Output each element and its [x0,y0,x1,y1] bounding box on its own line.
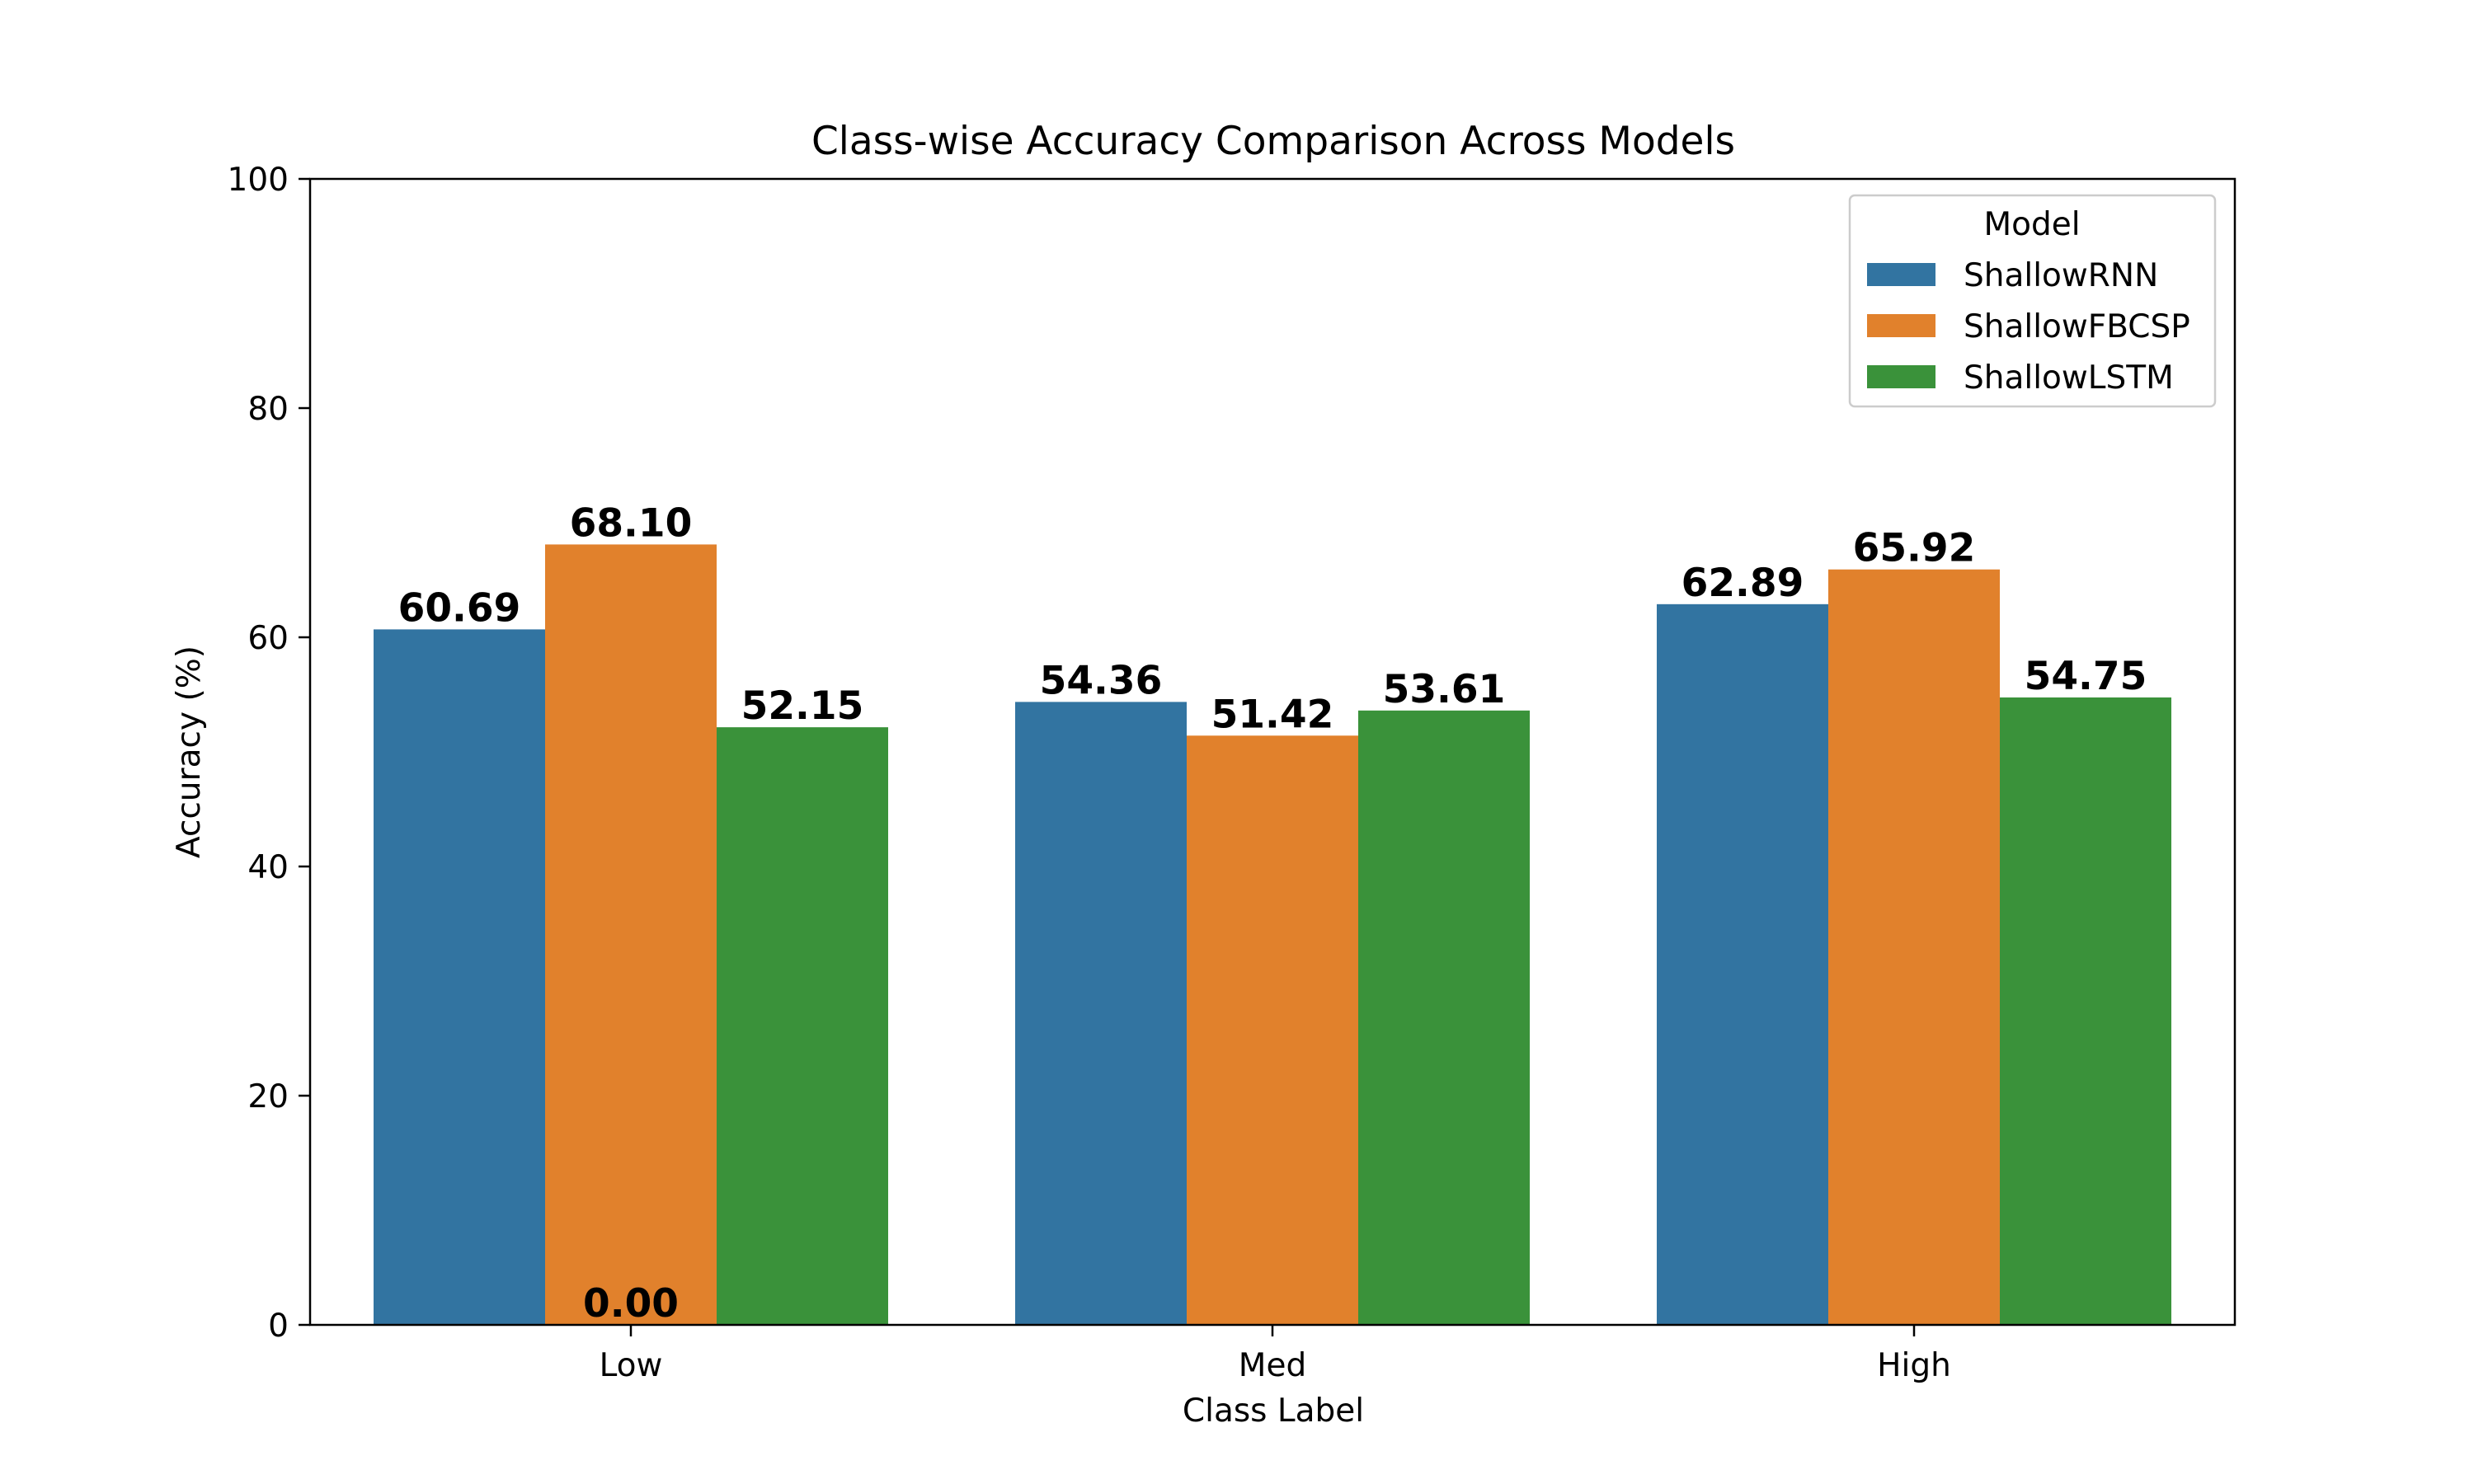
bar-value-label: 51.42 [1211,692,1334,737]
y-axis-label: Accuracy (%) [171,646,208,858]
x-axis: Low Med High [600,1325,1951,1384]
bar-value-label: 62.89 [1681,561,1804,606]
legend-box [1848,194,2217,408]
bar-med-shallowrnn [1015,702,1187,1325]
bar-value-label: 0.00 [583,1281,679,1327]
legend-label: ShallowRNN [1964,257,2158,294]
legend-items: ShallowRNN ShallowFBCSP ShallowLSTM [1867,257,2190,397]
legend-swatch-shallowrnn [1867,263,1935,286]
legend-title: Model [1983,206,2080,243]
bar-med-shallowfbcsp [1187,735,1358,1325]
legend-swatch-shallowfbcsp [1867,314,1935,337]
bars-group [374,544,2171,1325]
bar-high-shallowlstm [2000,697,2171,1325]
y-tick-label: 60 [247,620,289,657]
y-tick-label: 0 [268,1308,289,1345]
legend-label: ShallowLSTM [1964,359,2174,397]
y-tick-label: 100 [228,162,289,199]
bar-high-shallowrnn [1657,603,1828,1325]
bar-labels-group: 60.69 68.10 52.15 54.36 51.42 53.61 62.89 65.92… [398,500,2147,1327]
legend-swatch-shallowlstm [1867,365,1935,388]
bar-value-label: 60.69 [398,585,521,631]
chart-title: Class-wise Accuracy Comparison Across Mo… [811,119,1735,164]
bar-low-shallowlstm [717,727,888,1325]
y-tick-label: 40 [247,849,289,886]
bar-value-label: 65.92 [1853,526,1976,571]
y-tick-label: 20 [247,1078,289,1115]
y-axis: 0 20 40 60 80 100 [228,162,310,1345]
bar-med-shallowlstm [1358,710,1530,1325]
bar-low-shallowrnn [374,629,545,1325]
bar-low-shallowfbcsp [545,544,717,1325]
y-tick-label: 80 [247,391,289,428]
legend: Model ShallowRNN ShallowFBCSP ShallowLSTM [1848,194,2217,408]
bar-value-label: 53.61 [1383,667,1506,712]
x-tick-label: Low [600,1347,663,1384]
bar-value-label: 68.10 [570,500,693,546]
bar-high-shallowfbcsp [1828,569,2000,1325]
bar-value-label: 54.75 [2025,654,2147,699]
x-tick-label: Med [1239,1347,1306,1384]
legend-label: ShallowFBCSP [1964,308,2190,345]
bar-value-label: 54.36 [1040,658,1163,703]
bar-value-label: 52.15 [741,683,864,729]
x-axis-label: Class Label [1183,1392,1364,1430]
x-tick-label: High [1877,1347,1951,1384]
